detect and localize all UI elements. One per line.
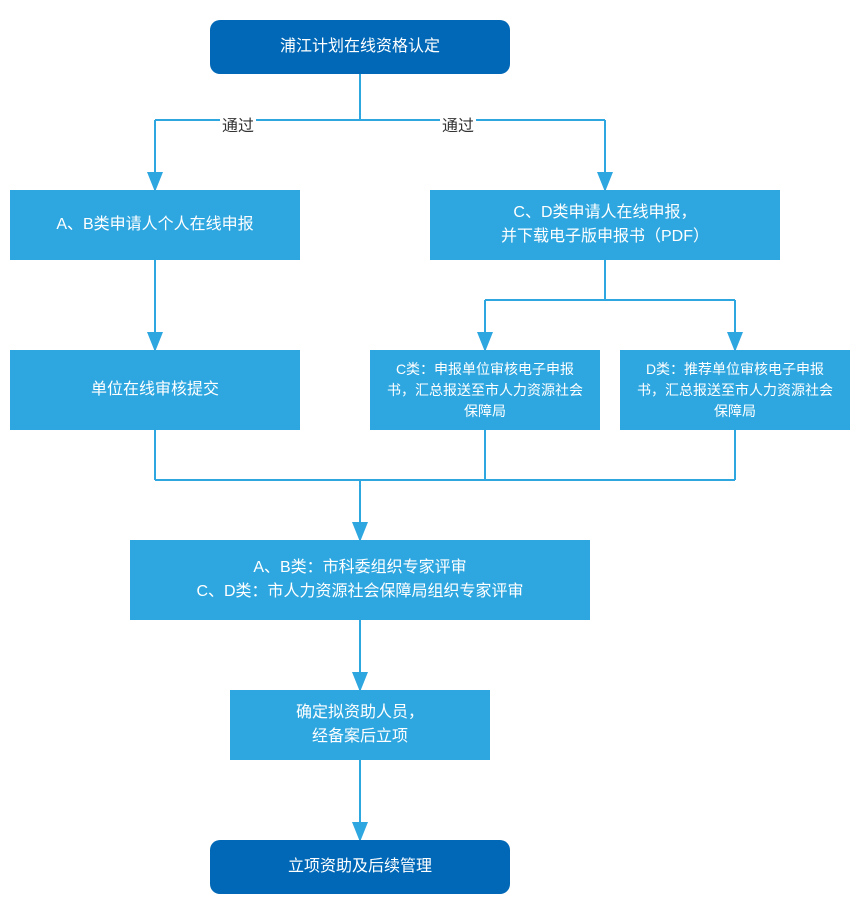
flowchart-edges <box>0 0 860 916</box>
edge-label-pass-right: 通过 <box>440 112 476 136</box>
node-c-unit: C类：申报单位审核电子申报书，汇总报送至市人力资源社会保障局 <box>370 350 600 430</box>
node-end: 立项资助及后续管理 <box>210 840 510 894</box>
node-review: A、B类：市科委组织专家评审C、D类：市人力资源社会保障局组织专家评审 <box>130 540 590 620</box>
node-ab-apply: A、B类申请人个人在线申报 <box>10 190 300 260</box>
node-cd-apply: C、D类申请人在线申报，并下载电子版申报书（PDF） <box>430 190 780 260</box>
node-d-unit: D类：推荐单位审核电子申报书，汇总报送至市人力资源社会保障局 <box>620 350 850 430</box>
node-start: 浦江计划在线资格认定 <box>210 20 510 74</box>
node-confirm: 确定拟资助人员，经备案后立项 <box>230 690 490 760</box>
edge-label-pass-left: 通过 <box>220 112 256 136</box>
node-unit-submit: 单位在线审核提交 <box>10 350 300 430</box>
